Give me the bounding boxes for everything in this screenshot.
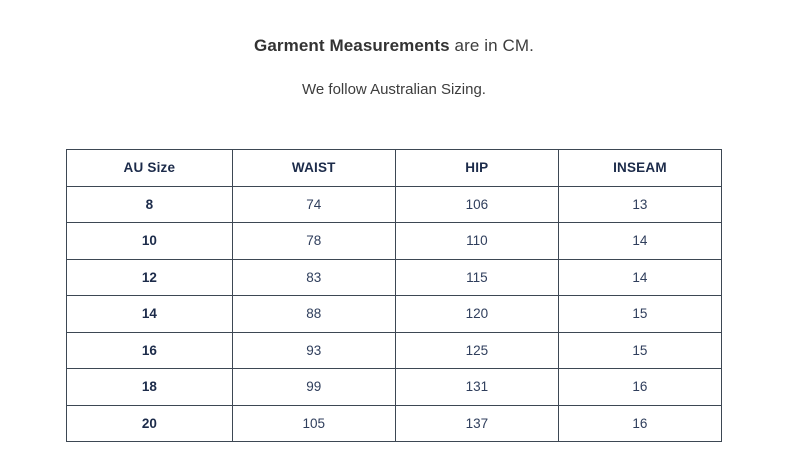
table-row: 10 78 110 14	[66, 222, 723, 260]
size-cell: 16	[66, 331, 233, 369]
measurement-cell: 110	[394, 222, 559, 260]
table-row: 20 105 137 16	[66, 404, 723, 442]
measurement-cell: 125	[394, 331, 559, 369]
size-cell: 12	[66, 258, 233, 296]
table-row: 8 74 106 13	[66, 185, 723, 223]
table-row: 12 83 115 14	[66, 258, 723, 296]
measurement-cell: 78	[231, 222, 396, 260]
measurement-cell: 99	[231, 368, 396, 406]
title-rest: are in CM.	[449, 36, 534, 55]
table-header-row: AU Size WAIST HIP INSEAM	[66, 149, 723, 187]
size-cell: 8	[66, 185, 233, 223]
measurement-cell: 15	[557, 331, 723, 369]
title-emphasis: Garment Measurements	[254, 36, 450, 55]
table-body: 8 74 106 13 10 78 110 14 12 83 115 14 14 88 120 15 16 93 1…	[66, 185, 723, 442]
column-header-hip: HIP	[394, 149, 559, 187]
measurement-cell: 14	[557, 258, 723, 296]
page-title: Garment Measurements are in CM.	[0, 36, 788, 56]
page-subtitle: We follow Australian Sizing.	[302, 81, 486, 98]
measurement-cell: 115	[394, 258, 559, 296]
size-cell: 14	[66, 295, 233, 333]
measurement-cell: 120	[394, 295, 559, 333]
size-cell: 20	[66, 404, 233, 442]
measurement-cell: 15	[557, 295, 723, 333]
measurement-cell: 105	[231, 404, 396, 442]
measurement-cell: 88	[231, 295, 396, 333]
measurement-cell: 137	[394, 404, 559, 442]
measurement-cell: 83	[231, 258, 396, 296]
column-header-au-size: AU Size	[66, 149, 233, 187]
table-row: 14 88 120 15	[66, 295, 723, 333]
measurement-cell: 106	[394, 185, 559, 223]
measurement-cell: 13	[557, 185, 723, 223]
table-row: 16 93 125 15	[66, 331, 723, 369]
column-header-waist: WAIST	[231, 149, 396, 187]
measurement-cell: 16	[557, 368, 723, 406]
measurement-cell: 16	[557, 404, 723, 442]
table-row: 18 99 131 16	[66, 368, 723, 406]
size-cell: 18	[66, 368, 233, 406]
measurement-cell: 131	[394, 368, 559, 406]
measurement-table: AU Size WAIST HIP INSEAM 8 74 106 13 10 78 110…	[66, 149, 723, 442]
column-header-inseam: INSEAM	[557, 149, 723, 187]
measurement-cell: 74	[231, 185, 396, 223]
measurement-cell: 14	[557, 222, 723, 260]
size-cell: 10	[66, 222, 233, 260]
measurement-cell: 93	[231, 331, 396, 369]
